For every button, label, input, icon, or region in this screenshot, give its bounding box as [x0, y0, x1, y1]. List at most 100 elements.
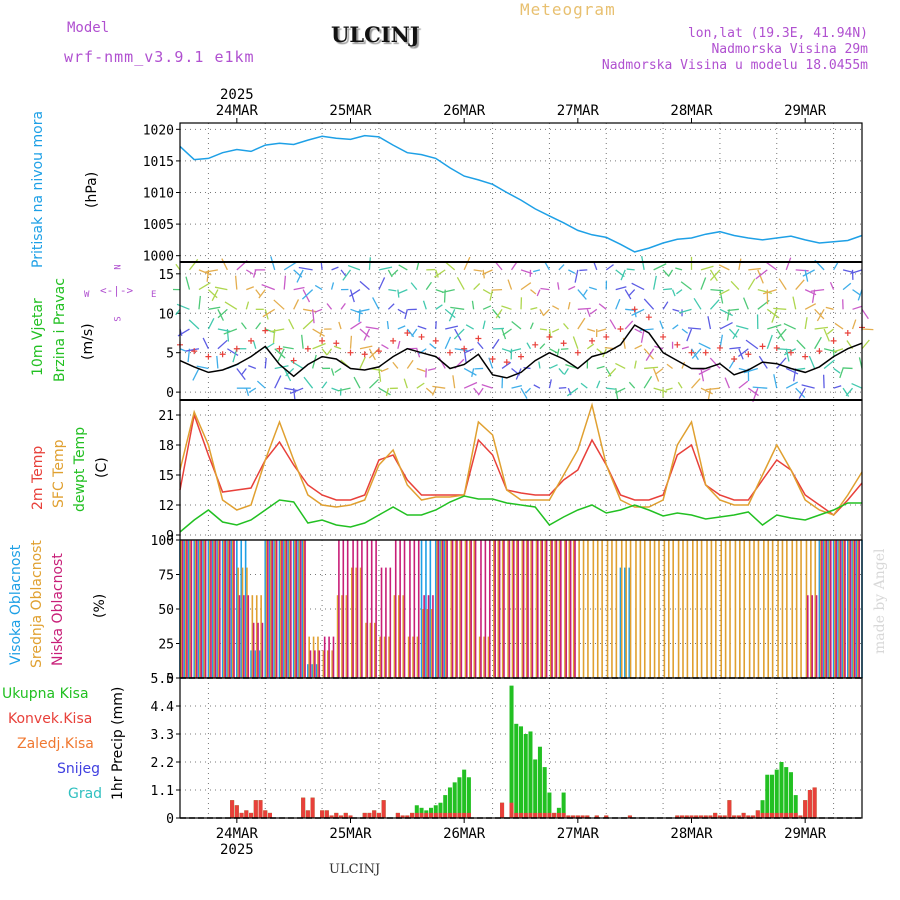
wind-barb — [385, 388, 390, 397]
y-tick-label: 21 — [158, 409, 174, 424]
wind-gust-marker — [589, 337, 596, 344]
precip-bar-precip_conv — [708, 815, 713, 818]
wind-barb — [540, 287, 550, 291]
wind-barb — [381, 344, 389, 350]
wind-barb — [314, 284, 323, 291]
wind-barb — [729, 346, 741, 350]
wind-barb — [463, 381, 478, 389]
model-label: Model — [67, 20, 110, 36]
precip-bar-precip_total — [514, 723, 519, 818]
wind-gust-marker — [574, 349, 581, 356]
wind-barb — [445, 325, 459, 330]
wind-barb — [793, 368, 797, 382]
wind-barb — [851, 319, 857, 330]
y-tick-label: 100 — [151, 534, 174, 549]
precip-bar-precip_total — [760, 800, 765, 818]
wind-barb — [755, 269, 768, 280]
wind-barb — [463, 256, 471, 271]
wind-barb — [477, 341, 484, 350]
wind-barb — [179, 348, 187, 352]
precip-bar-precip_total — [509, 685, 514, 818]
wind-barb — [653, 368, 660, 382]
wind-gust-marker — [759, 343, 766, 350]
wind-barb — [435, 269, 439, 278]
precip-bar-precip_conv — [424, 812, 429, 818]
precip-bar-precip_conv — [447, 812, 452, 818]
y-tick-label: 0 — [166, 812, 174, 827]
precip-bar-precip_conv — [751, 815, 756, 818]
wind-barb — [718, 264, 730, 271]
wind-barb — [861, 328, 874, 331]
precip-bar-precip_conv — [689, 815, 694, 818]
wind-barb — [252, 340, 257, 349]
precip-bar-precip_conv — [533, 812, 538, 818]
precip-bar-precip_conv — [556, 812, 561, 818]
wind-barb — [549, 364, 558, 370]
wind-barb — [245, 387, 250, 397]
wind-barb — [551, 328, 560, 333]
wind-barb — [368, 348, 380, 359]
wind-barb — [607, 368, 617, 377]
wind-barb — [628, 289, 636, 296]
wind-barb — [255, 289, 262, 297]
wind-barb — [378, 266, 393, 271]
wind-barb — [709, 269, 718, 282]
wind-barb — [851, 382, 863, 389]
wind-barb — [248, 387, 257, 393]
wind-barb — [208, 306, 221, 310]
wind-barb — [363, 328, 371, 341]
wind-barb — [507, 279, 513, 290]
compass-rose-icon: <-|-> — [100, 284, 134, 297]
y-tick-label: 75 — [158, 569, 174, 584]
wind-barb — [378, 277, 386, 290]
wind-barb — [450, 306, 465, 310]
wind-barb — [845, 387, 854, 397]
wind-barb — [771, 309, 778, 323]
bottom-day-label: 24MAR — [216, 826, 259, 842]
wind-barb — [773, 307, 787, 310]
wind-barb — [526, 342, 532, 350]
wind-barb — [544, 261, 550, 271]
wind-barb — [216, 355, 219, 369]
wind-barb — [795, 387, 806, 398]
wind-barb — [425, 281, 432, 290]
wind-gust-marker — [617, 326, 624, 333]
wind-barb — [588, 286, 597, 291]
wind-barb — [785, 257, 792, 271]
wind-barb — [823, 359, 835, 369]
wind-gust-marker — [404, 329, 411, 336]
precip-bar-precip_conv — [500, 802, 505, 818]
wind-barb — [777, 328, 787, 340]
wind-barb — [330, 282, 335, 290]
wind-barb — [532, 269, 541, 273]
wind-barb — [655, 367, 664, 375]
precip-bar-precip_total — [556, 807, 561, 818]
wind-barb — [558, 264, 565, 271]
wind-barb — [653, 387, 668, 393]
precip-bar-precip_conv — [457, 812, 462, 818]
wind-barb — [778, 278, 787, 290]
wind-barb — [643, 375, 653, 389]
wind-barb — [492, 338, 500, 350]
wind-barb — [747, 387, 759, 397]
wind-gust-marker — [816, 348, 823, 355]
y-tick-label: 18 — [158, 439, 174, 454]
precip-bar-precip_total — [518, 726, 524, 818]
y-tick-label: 1000 — [143, 250, 174, 265]
wind-barb — [417, 325, 427, 330]
precip-bar-precip_conv — [694, 815, 699, 818]
wind-barb — [857, 289, 863, 301]
wind-barb — [340, 302, 346, 310]
precip-bar-precip_conv — [561, 812, 566, 818]
wind-barb — [245, 301, 250, 310]
wind-barb — [378, 387, 391, 396]
wind-barb — [665, 387, 673, 391]
precip-bar-precip_conv — [741, 812, 746, 818]
wind-barb — [217, 328, 231, 333]
precip-bar-precip_total — [447, 787, 452, 818]
precip-bar-precip_conv — [258, 800, 263, 818]
wind-barb — [198, 295, 201, 310]
wind-barb — [743, 367, 758, 374]
precip-bar-precip_conv — [803, 800, 808, 818]
series-line-pressure — [179, 134, 863, 253]
